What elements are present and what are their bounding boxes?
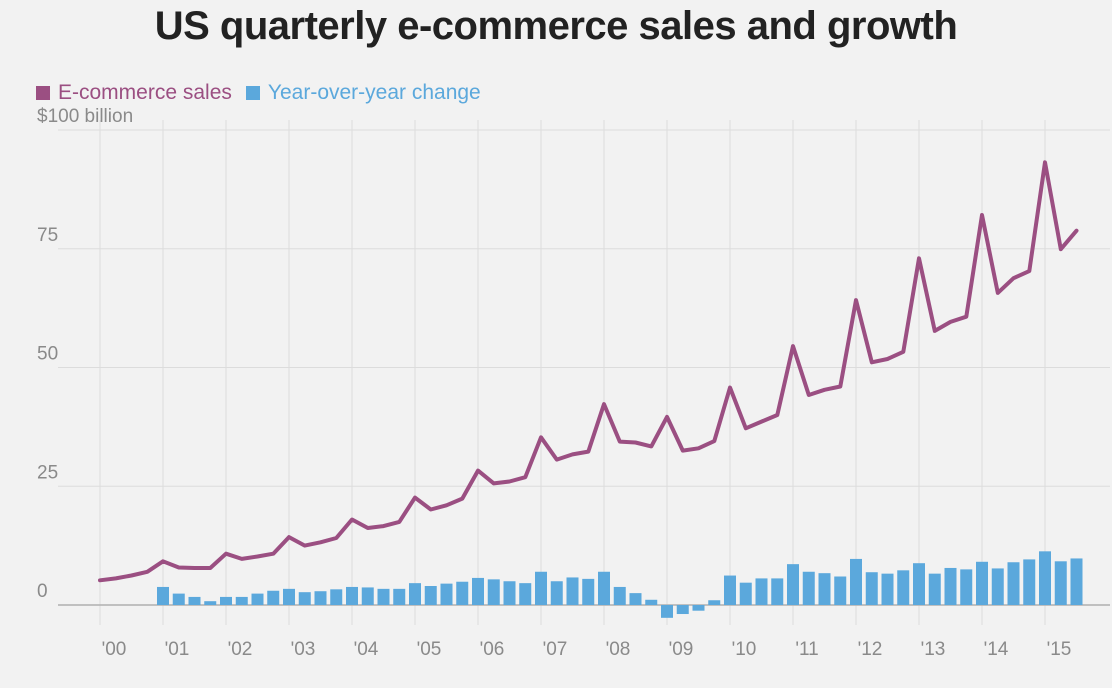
x-tick-label: '11	[795, 639, 818, 660]
growth-bar	[629, 593, 642, 605]
growth-bar	[897, 570, 910, 605]
growth-bar	[157, 586, 169, 605]
x-tick-label: '12	[858, 639, 883, 660]
growth-bar	[519, 583, 532, 605]
growth-bar	[1039, 551, 1051, 605]
x-tick-label: '05	[417, 639, 442, 660]
x-tick-label: '09	[669, 639, 694, 660]
growth-bar	[724, 575, 736, 605]
growth-bar	[251, 593, 264, 605]
y-tick-label: $100 billion	[37, 106, 133, 127]
x-tick-label: '04	[354, 639, 379, 660]
x-tick-label: '01	[165, 639, 190, 660]
growth-bar	[944, 567, 957, 605]
growth-bar	[913, 563, 925, 605]
growth-bar	[802, 571, 815, 605]
x-tick-label: '15	[1047, 639, 1072, 660]
chart-title: US quarterly e-commerce sales and growth	[154, 4, 958, 48]
y-tick-label: 0	[37, 581, 48, 602]
growth-bar	[535, 571, 547, 605]
growth-bar	[314, 591, 327, 605]
legend-label-growth: Year-over-year change	[267, 81, 481, 104]
growth-bar	[850, 558, 862, 605]
growth-bar	[991, 568, 1004, 605]
growth-bar	[755, 578, 768, 605]
growth-bar	[1023, 559, 1036, 605]
growth-bar	[708, 600, 721, 605]
growth-bar	[598, 571, 610, 605]
legend-item-sales: E-commerce sales	[36, 81, 232, 105]
y-tick-label: 50	[37, 344, 58, 365]
growth-bar	[787, 564, 799, 605]
growth-bar	[503, 581, 516, 605]
growth-bar	[865, 572, 878, 605]
growth-bar	[613, 586, 626, 605]
growth-bar	[393, 588, 406, 605]
x-tick-label: '06	[480, 639, 505, 660]
legend-item-growth: Year-over-year change	[245, 81, 481, 105]
growth-bar	[1070, 558, 1083, 605]
growth-bar	[377, 588, 390, 605]
growth-bar	[550, 581, 563, 605]
y-tick-label: 75	[37, 225, 58, 246]
legend-label-sales: E-commerce sales	[58, 81, 232, 104]
growth-bar	[976, 561, 988, 605]
growth-bar	[645, 599, 658, 605]
growth-bar	[361, 587, 374, 605]
growth-bar	[267, 590, 280, 605]
growth-bar	[346, 586, 358, 605]
x-tick-label: '03	[291, 639, 316, 660]
growth-bar	[330, 589, 343, 605]
growth-bar	[1054, 561, 1067, 605]
growth-bar	[424, 586, 437, 605]
growth-bar	[582, 578, 595, 605]
growth-bar	[960, 569, 973, 605]
growth-bar	[676, 605, 689, 615]
legend-swatch-growth	[245, 86, 260, 100]
growth-bar	[739, 582, 752, 605]
x-tick-label: '10	[732, 639, 757, 660]
growth-bar	[298, 592, 311, 605]
growth-bar	[928, 573, 941, 605]
growth-bar	[472, 577, 484, 605]
growth-bar	[283, 588, 295, 605]
growth-bar	[188, 596, 201, 605]
growth-bar	[1007, 562, 1020, 605]
growth-bar	[818, 573, 831, 605]
legend: E-commerce sales Year-over-year change	[36, 80, 495, 106]
growth-bar	[881, 573, 894, 605]
growth-bar	[204, 601, 217, 605]
growth-bar	[440, 583, 453, 605]
growth-bar	[834, 576, 847, 605]
x-tick-label: '08	[606, 639, 631, 660]
x-tick-label: '02	[228, 639, 253, 660]
growth-bar	[566, 577, 579, 605]
growth-bar	[692, 605, 705, 611]
growth-bar	[487, 579, 500, 605]
y-tick-label: 25	[37, 462, 58, 483]
growth-bar	[661, 605, 673, 618]
growth-bar	[456, 581, 469, 605]
sales-line	[98, 160, 1079, 583]
growth-bar	[235, 596, 248, 605]
growth-bar	[220, 596, 232, 605]
growth-bar	[172, 593, 185, 605]
growth-bar	[771, 578, 784, 605]
x-tick-label: '07	[543, 639, 568, 660]
growth-bar	[409, 583, 421, 605]
x-tick-label: '13	[921, 639, 946, 660]
legend-swatch-sales	[36, 86, 50, 100]
x-tick-label: '14	[984, 639, 1009, 660]
x-tick-label: '00	[102, 639, 127, 660]
